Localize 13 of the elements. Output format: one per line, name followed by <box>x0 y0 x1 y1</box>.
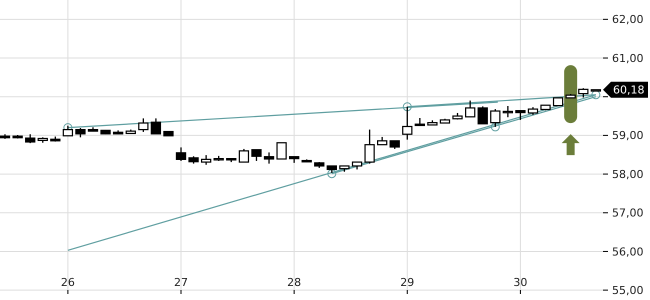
y-tick-label: 59,00 <box>612 129 644 142</box>
x-tick-label: 26 <box>60 276 75 289</box>
x-tick-label: 28 <box>287 276 302 289</box>
text: 60,18 <box>613 84 644 97</box>
y-tick-label: 57,00 <box>612 206 644 220</box>
y-tick-label: 61,00 <box>612 52 644 65</box>
x-tick-label: 30 <box>513 276 528 289</box>
y-tick-label: 62,00 <box>612 13 644 26</box>
y-tick-label: 58,00 <box>612 168 644 181</box>
y-tick-label: 55,00 <box>612 284 644 297</box>
x-tick-label: 29 <box>400 276 414 289</box>
x-tick-label: 27 <box>174 276 188 289</box>
y-tick-label: 56,00 <box>612 245 644 258</box>
